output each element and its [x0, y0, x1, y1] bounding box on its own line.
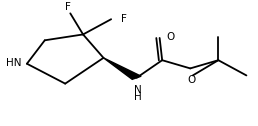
Text: HN: HN [6, 58, 22, 68]
Text: O: O [187, 75, 196, 85]
Text: H: H [134, 92, 142, 102]
Text: N: N [134, 85, 142, 95]
Text: F: F [121, 14, 127, 24]
Text: F: F [65, 2, 71, 12]
Polygon shape [103, 58, 141, 79]
Text: O: O [166, 32, 174, 42]
